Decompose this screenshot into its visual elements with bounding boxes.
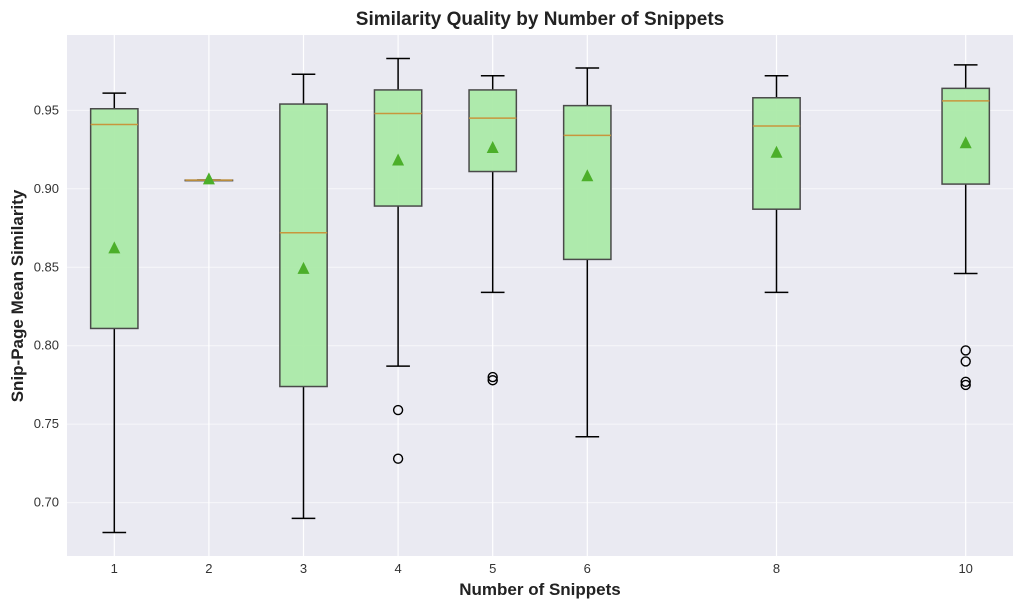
chart-title: Similarity Quality by Number of Snippets <box>356 9 724 30</box>
box <box>373 89 423 207</box>
x-tick-label: 2 <box>205 561 212 576</box>
box <box>562 104 612 261</box>
x-tick-label: 1 <box>111 561 118 576</box>
box-group-5 <box>468 75 518 386</box>
mean-marker <box>581 169 594 182</box>
x-axis-ticks: 1 2 3 4 5 6 8 10 <box>111 561 973 576</box>
y-tick-label: 0.70 <box>34 495 59 510</box>
outlier-point <box>392 404 404 416</box>
outlier-point <box>960 345 971 356</box>
outlier-point <box>392 453 404 464</box>
mean-marker <box>202 172 215 185</box>
x-tick-label: 3 <box>300 561 307 576</box>
box-group-6 <box>562 67 612 438</box>
outlier-point <box>960 376 971 388</box>
box-group-4 <box>373 57 423 464</box>
y-axis-label: Snip-Page Mean Similarity <box>8 189 27 402</box>
box <box>941 87 991 185</box>
outlier-point <box>960 379 971 391</box>
box <box>279 103 328 388</box>
boxes <box>89 57 991 534</box>
outlier-point <box>487 375 498 386</box>
plot-area <box>67 35 1013 556</box>
mean-marker <box>770 145 783 158</box>
x-tick-label: 10 <box>958 561 972 576</box>
y-tick-label: 0.85 <box>34 259 59 274</box>
x-tick-label: 8 <box>773 561 780 576</box>
box <box>89 108 139 330</box>
y-tick-label: 0.80 <box>34 338 59 353</box>
x-tick-label: 5 <box>489 561 496 576</box>
mean-marker <box>959 136 972 149</box>
x-axis-label: Number of Snippets <box>459 580 621 599</box>
mean-marker <box>297 261 310 274</box>
box-group-1 <box>89 92 139 534</box>
y-tick-label: 0.75 <box>34 416 59 431</box>
mean-marker <box>108 241 121 254</box>
x-tick-label: 6 <box>584 561 591 576</box>
y-axis-ticks: 0.70 0.75 0.80 0.85 0.90 0.95 <box>34 102 59 509</box>
box-group-2 <box>184 172 234 185</box>
mean-marker <box>392 153 405 166</box>
box-group-8 <box>752 75 801 294</box>
box-group-3 <box>279 73 328 520</box>
y-tick-label: 0.90 <box>34 181 59 196</box>
x-tick-label: 4 <box>394 561 401 576</box>
mean-marker <box>486 140 499 153</box>
outlier-point <box>487 371 498 383</box>
box <box>468 89 518 173</box>
box-group-10 <box>941 64 991 391</box>
outlier-point <box>960 356 971 367</box>
y-tick-label: 0.95 <box>34 102 59 117</box>
